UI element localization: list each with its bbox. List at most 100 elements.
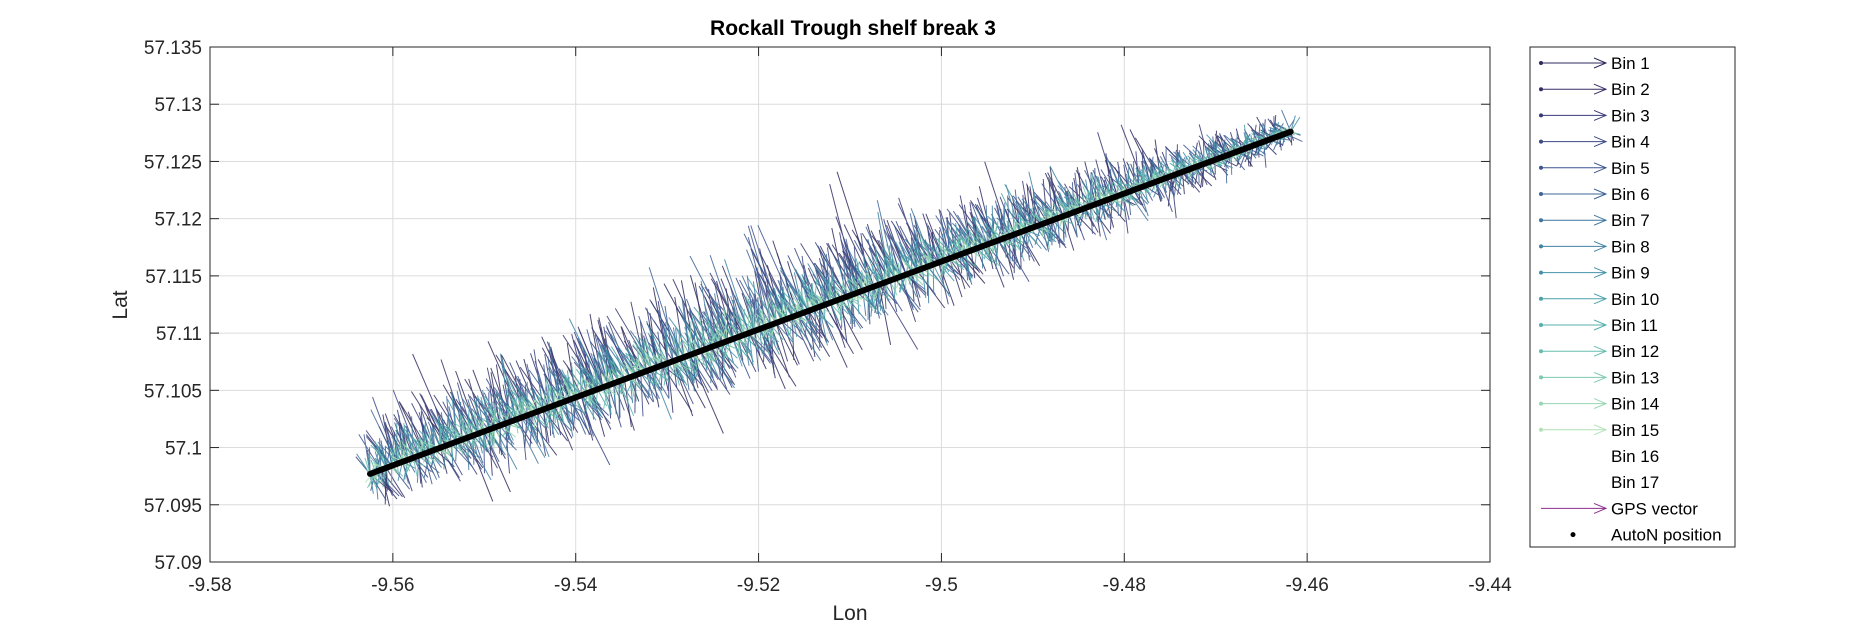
legend-item: Bin 6 xyxy=(1539,185,1650,204)
legend-marker xyxy=(1539,192,1543,196)
chart-title: Rockall Trough shelf break 3 xyxy=(710,17,996,40)
legend-label: Bin 3 xyxy=(1611,106,1650,125)
x-tick-label: -9.58 xyxy=(188,575,231,596)
legend-item: Bin 1 xyxy=(1539,54,1650,73)
y-tick-label: 57.125 xyxy=(144,152,202,173)
x-tick-label: -9.5 xyxy=(925,575,958,596)
legend-label: Bin 17 xyxy=(1611,473,1659,492)
legend-item: Bin 8 xyxy=(1539,237,1650,256)
legend-label: Bin 15 xyxy=(1611,421,1659,440)
legend-marker xyxy=(1539,244,1543,249)
legend-label: AutoN position xyxy=(1611,526,1722,545)
y-tick-label: 57.12 xyxy=(154,210,202,231)
legend-item: Bin 15 xyxy=(1539,421,1659,440)
legend-item: GPS vector xyxy=(1541,499,1698,518)
legend-label: Bin 8 xyxy=(1611,237,1650,256)
legend: Bin 1 Bin 2 Bin 3 Bin 4 Bin 5 Bin 6 Bin 7 Bin 8… xyxy=(1529,46,1736,548)
legend-item: Bin 7 xyxy=(1539,211,1650,230)
legend-label: Bin 1 xyxy=(1611,54,1650,73)
y-tick-label: 57.105 xyxy=(144,381,202,402)
legend-marker xyxy=(1539,296,1543,301)
legend-arrowhead xyxy=(1593,293,1608,305)
y-tick-label: 57.13 xyxy=(154,95,202,116)
legend-marker xyxy=(1539,401,1543,406)
legend-item: Bin 10 xyxy=(1539,290,1659,309)
plot-area xyxy=(209,46,1491,563)
x-axis: -9.58 -9.56 -9.54 -9.52 -9.5 -9.48 -9.46 -9.44 xyxy=(188,47,1512,596)
legend-marker xyxy=(1539,218,1543,223)
x-tick-label: -9.52 xyxy=(737,575,780,596)
legend-label: Bin 13 xyxy=(1611,368,1659,387)
legend-arrowhead xyxy=(1593,162,1608,174)
y-tick-label: 57.135 xyxy=(144,38,202,59)
legend-marker xyxy=(1539,375,1543,380)
legend-arrowhead xyxy=(1593,109,1608,121)
legend-label: Bin 7 xyxy=(1611,211,1650,230)
legend-marker xyxy=(1539,87,1543,92)
legend-item: Bin 11 xyxy=(1539,316,1658,335)
legend-label: Bin 12 xyxy=(1611,342,1659,361)
legend-label: Bin 14 xyxy=(1611,395,1659,414)
legend-arrowhead xyxy=(1593,502,1608,514)
x-tick-label: -9.48 xyxy=(1103,575,1146,596)
legend-marker xyxy=(1539,165,1543,170)
auton-track xyxy=(367,128,1294,477)
legend-arrowhead xyxy=(1593,424,1608,436)
y-tick-label: 57.11 xyxy=(156,324,202,345)
legend-item: Bin 13 xyxy=(1539,368,1659,387)
x-axis-label: Lon xyxy=(832,602,867,625)
legend-arrowhead xyxy=(1593,398,1608,410)
legend-arrowhead xyxy=(1593,188,1608,200)
y-axis: 57.09 57.095 57.1 57.105 57.11 57.115 57.12 57.… xyxy=(144,38,1490,574)
legend-arrowhead xyxy=(1593,345,1608,357)
x-tick-label: -9.54 xyxy=(554,575,598,596)
grid xyxy=(210,47,1490,562)
legend-arrowhead xyxy=(1593,319,1608,331)
legend-marker xyxy=(1539,61,1543,65)
legend-arrowhead xyxy=(1593,240,1608,252)
legend-label: Bin 5 xyxy=(1611,159,1650,178)
y-axis-label: Lat xyxy=(109,290,132,319)
legend-item: Bin 17 xyxy=(1611,473,1659,492)
legend-item: Bin 9 xyxy=(1539,264,1650,283)
y-tick-label: 57.095 xyxy=(144,496,202,517)
legend-item: Bin 5 xyxy=(1539,159,1650,178)
legend-label: Bin 4 xyxy=(1611,133,1650,152)
x-tick-label: -9.56 xyxy=(371,575,414,596)
legend-marker xyxy=(1539,427,1543,432)
legend-item: AutoN position xyxy=(1570,526,1722,545)
y-tick-label: 57.1 xyxy=(165,439,202,460)
legend-label: Bin 2 xyxy=(1611,80,1650,99)
legend-label: GPS vector xyxy=(1611,499,1698,518)
legend-dot xyxy=(1570,532,1576,538)
legend-item: Bin 2 xyxy=(1539,80,1650,99)
legend-marker xyxy=(1539,113,1543,118)
legend-arrowhead xyxy=(1593,136,1608,148)
legend-arrowhead xyxy=(1593,214,1608,226)
legend-item: Bin 12 xyxy=(1539,342,1659,361)
legend-box xyxy=(1529,46,1736,548)
x-tick-label: -9.46 xyxy=(1285,575,1328,596)
y-tick-label: 57.09 xyxy=(154,553,202,574)
legend-marker xyxy=(1539,323,1543,327)
legend-marker xyxy=(1539,139,1543,144)
y-tick-label: 57.115 xyxy=(145,267,202,288)
legend-item: Bin 16 xyxy=(1611,447,1659,466)
legend-label: Bin 10 xyxy=(1611,290,1659,309)
legend-arrowhead xyxy=(1593,371,1608,383)
legend-item: Bin 14 xyxy=(1539,395,1659,414)
legend-marker xyxy=(1539,270,1543,275)
legend-arrowhead xyxy=(1593,267,1608,279)
legend-marker xyxy=(1539,349,1543,354)
legend-arrowhead xyxy=(1593,57,1608,69)
legend-arrowhead xyxy=(1593,83,1608,95)
legend-label: Bin 11 xyxy=(1611,316,1658,335)
current-vectors xyxy=(355,109,1303,507)
legend-item: Bin 4 xyxy=(1539,133,1650,152)
legend-label: Bin 16 xyxy=(1611,447,1659,466)
legend-label: Bin 6 xyxy=(1611,185,1650,204)
legend-item: Bin 3 xyxy=(1539,106,1650,125)
legend-label: Bin 9 xyxy=(1611,264,1650,283)
x-tick-label: -9.44 xyxy=(1468,575,1512,596)
